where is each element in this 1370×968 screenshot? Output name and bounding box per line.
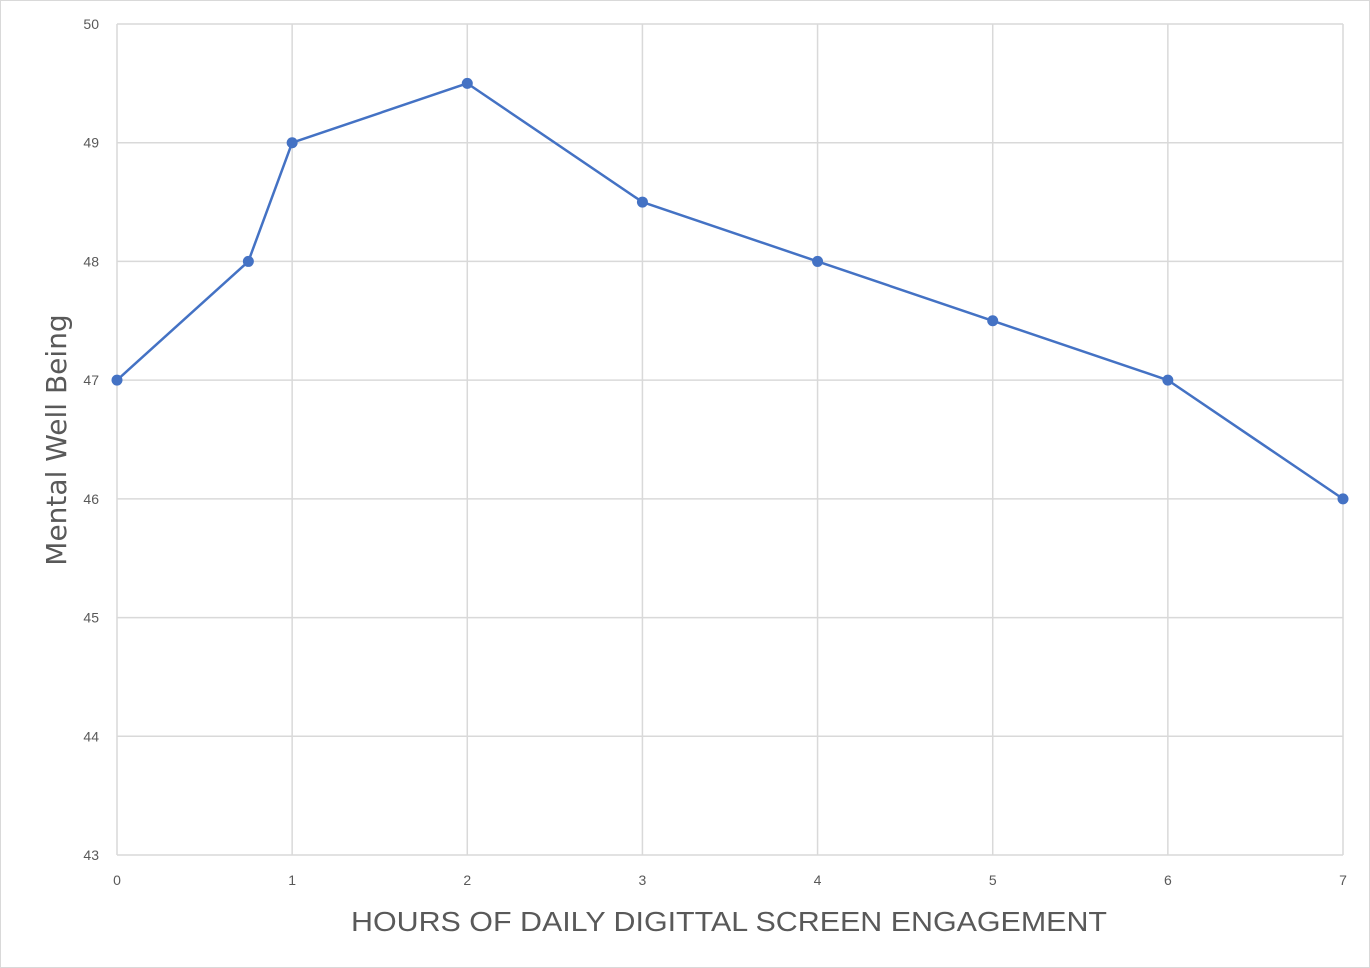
x-tick-label: 5 <box>989 872 997 888</box>
y-tick-label: 48 <box>83 253 99 269</box>
data-point-marker <box>461 77 473 89</box>
x-tick-label: 3 <box>639 872 647 888</box>
x-tick-label: 0 <box>113 872 121 888</box>
y-tick-label: 44 <box>83 728 99 744</box>
data-series <box>111 77 1349 505</box>
x-axis-ticks: 0 1 2 3 4 5 6 7 <box>113 872 1347 888</box>
data-point-marker <box>1162 374 1174 386</box>
y-axis-ticks: 43 44 45 46 47 48 49 50 <box>83 16 99 863</box>
y-tick-label: 43 <box>83 847 99 863</box>
x-tick-label: 2 <box>463 872 471 888</box>
y-tick-label: 50 <box>83 16 99 32</box>
y-tick-label: 45 <box>83 610 99 626</box>
data-point-marker <box>812 255 824 267</box>
gridlines <box>116 23 1344 856</box>
data-point-marker <box>242 255 254 267</box>
x-tick-label: 7 <box>1339 872 1347 888</box>
x-tick-label: 4 <box>814 872 822 888</box>
data-point-marker <box>111 374 123 386</box>
x-axis-label: HOURS OF DAILY DIGITTAL SCREEN ENGAGEMEN… <box>351 906 1107 937</box>
data-point-marker <box>636 196 648 208</box>
x-tick-label: 1 <box>288 872 296 888</box>
y-tick-label: 49 <box>83 135 99 151</box>
data-point-marker <box>987 315 999 327</box>
data-point-marker <box>1337 493 1349 505</box>
y-tick-label: 47 <box>83 372 99 388</box>
y-tick-label: 46 <box>83 491 99 507</box>
data-point-marker <box>286 137 298 149</box>
series-line <box>116 82 1344 500</box>
y-axis-label: Mental Well Being <box>40 314 73 565</box>
x-tick-label: 6 <box>1164 872 1172 888</box>
